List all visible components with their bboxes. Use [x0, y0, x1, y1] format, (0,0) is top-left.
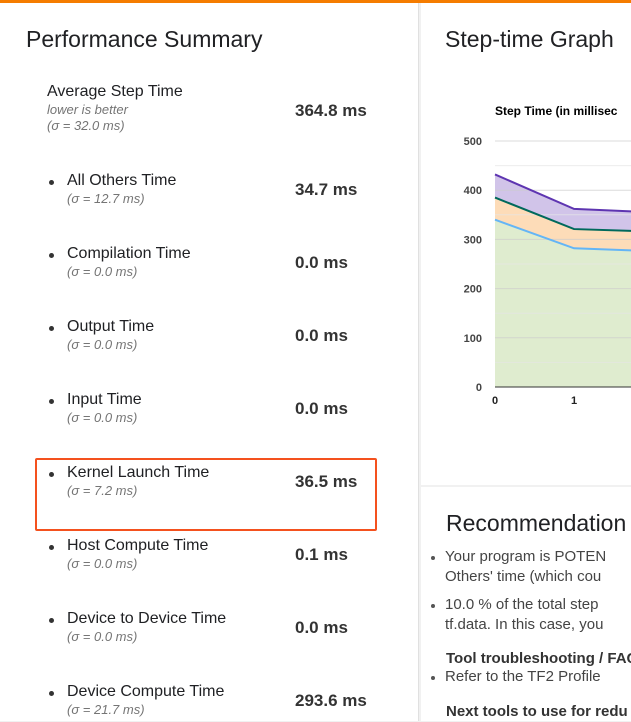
metric-value: 34.7 ms — [295, 180, 358, 199]
metric-label: Average Step Time — [47, 83, 183, 100]
faq-heading: Tool troubleshooting / FAQ — [446, 650, 631, 667]
metric-sigma: (σ = 0.0 ms) — [67, 629, 138, 644]
metric-sigma: (σ = 12.7 ms) — [67, 191, 145, 206]
metric-sigma: (σ = 21.7 ms) — [67, 702, 145, 717]
step-time-chart: Step Time (in millisec 0 100 200 300 400 500 0… — [464, 104, 631, 407]
performance-summary-title: Performance Summary — [26, 26, 263, 52]
metric-label: Device to Device Time — [67, 610, 227, 627]
metric-sigma: (σ = 32.0 ms) — [47, 118, 125, 133]
recommendation-panel: Recommendation Your program is POTEN Othe… — [421, 487, 631, 721]
next-tools-heading: Next tools to use for redu — [446, 703, 628, 720]
bullet-icon — [49, 691, 54, 696]
metric-value: 36.5 ms — [295, 472, 358, 491]
top-accent-bar — [0, 0, 631, 3]
metric-label: Output Time — [67, 318, 155, 335]
metric-sigma: (σ = 0.0 ms) — [67, 337, 138, 352]
series-line-2 — [494, 173, 631, 213]
highlight-box — [35, 458, 377, 531]
x-tick-label: 0 — [492, 395, 498, 407]
bullet-icon — [49, 326, 54, 331]
bullet-icon — [49, 545, 54, 550]
metric-hint: lower is better — [47, 102, 128, 117]
step-time-graph-title: Step-time Graph — [445, 26, 614, 52]
bullet-icon — [49, 180, 54, 185]
metric-value: 293.6 ms — [295, 691, 367, 710]
metric-sigma: (σ = 0.0 ms) — [67, 556, 138, 571]
series-area-2 — [495, 174, 631, 231]
x-tick-label: 1 — [571, 395, 577, 407]
metric-label: All Others Time — [67, 172, 177, 189]
recommendation-item: 10.0 % of the total step tf.data. In this… — [445, 596, 604, 633]
metric-sigma: (σ = 0.0 ms) — [67, 264, 138, 279]
metric-sigma: (σ = 7.2 ms) — [67, 483, 138, 498]
faq-link[interactable]: Refer to the TF2 Profile — [445, 668, 601, 685]
y-tick-label: 300 — [464, 234, 482, 246]
metric-label: Compilation Time — [67, 245, 191, 262]
metric-sigma: (σ = 0.0 ms) — [67, 410, 138, 425]
recommendation-title: Recommendation — [446, 510, 627, 536]
metric-label: Host Compute Time — [67, 537, 209, 554]
bullet-icon — [431, 676, 435, 680]
y-tick-label: 100 — [464, 333, 482, 345]
metric-value: 0.0 ms — [295, 326, 348, 345]
metric-value: 0.1 ms — [295, 545, 348, 564]
series-area-0 — [495, 219, 631, 387]
series-line-1 — [494, 196, 631, 232]
metric-value: 0.0 ms — [295, 618, 348, 637]
metric-value: 0.0 ms — [295, 253, 348, 272]
bullet-icon — [49, 399, 54, 404]
bullet-icon — [431, 556, 435, 560]
metric-value: 364.8 ms — [295, 101, 367, 120]
series-line-0 — [494, 218, 631, 252]
chart-title: Step Time (in millisec — [495, 104, 618, 118]
metric-label: Kernel Launch Time — [67, 464, 210, 481]
performance-summary-panel: Performance Summary Average Step Time lo… — [0, 3, 419, 721]
y-tick-label: 0 — [476, 382, 482, 394]
y-tick-label: 500 — [464, 136, 482, 148]
step-time-graph-panel: Step-time Graph Step Time (in millisec 0… — [421, 3, 631, 485]
y-tick-label: 200 — [464, 284, 482, 296]
bullet-icon — [49, 618, 54, 623]
bullet-icon — [431, 604, 435, 608]
series-area-1 — [495, 197, 631, 251]
metric-value: 0.0 ms — [295, 399, 348, 418]
bullet-icon — [49, 472, 54, 477]
y-tick-label: 400 — [464, 185, 482, 197]
recommendation-item: Your program is POTEN Others' time (which… — [445, 548, 607, 585]
metric-label: Device Compute Time — [67, 683, 225, 700]
metric-label: Input Time — [67, 391, 142, 408]
bullet-icon — [49, 253, 54, 258]
